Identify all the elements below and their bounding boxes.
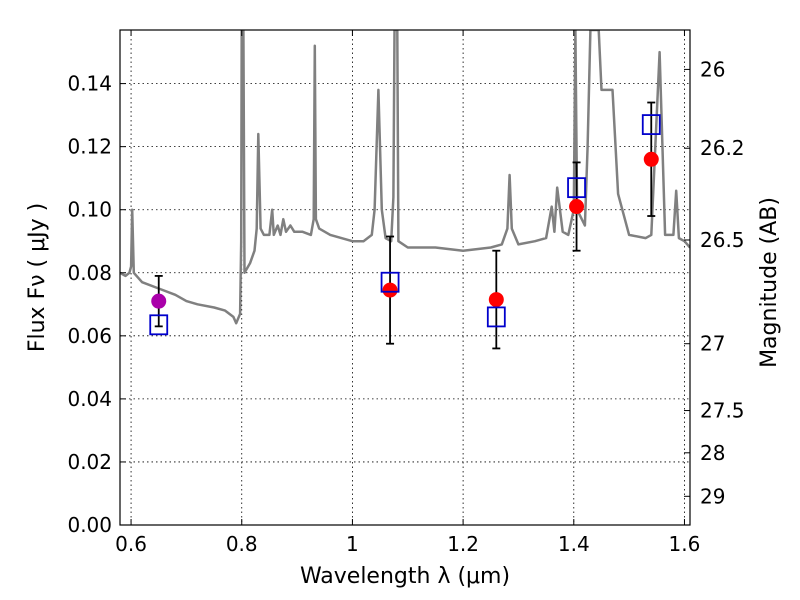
- plot-frame: [119, 29, 691, 526]
- y-tick-label: 0.10: [67, 198, 112, 222]
- spectrum-line: [120, 30, 690, 325]
- x-tick-label: 0.6: [115, 532, 147, 556]
- y-tick-label: 0.02: [67, 450, 112, 474]
- y-tick-label: 0.08: [67, 261, 112, 285]
- mag-tick-label: 26.5: [700, 228, 745, 252]
- data-point-circle: [569, 199, 585, 215]
- data-point-square: [149, 314, 169, 336]
- data-point-square: [380, 271, 400, 293]
- axis-ticks: 0.6 0.8 1 1.2 1.4 1.6 0.00 0.02 0.04 0.06 0.08 0.10…: [67, 30, 745, 556]
- y-tick-label: 0.06: [67, 324, 112, 348]
- y-tick-label: 0.00: [67, 513, 112, 537]
- model-spectrum: [120, 30, 690, 325]
- data-point-square: [567, 177, 586, 199]
- mag-tick-label: 29: [700, 484, 725, 508]
- y-tick-label: 0.04: [67, 387, 112, 411]
- x-tick-label: 1.6: [669, 532, 701, 556]
- y-axis-right-label: Magnitude (AB): [757, 197, 782, 368]
- y-tick-label: 0.12: [67, 135, 112, 159]
- data-point-circle: [643, 151, 659, 167]
- y-axis-label: Flux Fν ( μJy ): [25, 203, 50, 352]
- x-tick-label: 0.8: [226, 532, 258, 556]
- mag-tick-label: 27.5: [700, 399, 745, 423]
- x-tick-label: 1.4: [558, 532, 590, 556]
- data-point-square: [486, 306, 506, 328]
- x-axis-label: Wavelength λ (μm): [300, 564, 510, 589]
- grid: [120, 30, 690, 526]
- data-markers: [149, 114, 661, 336]
- y-tick-label: 0.14: [67, 72, 112, 96]
- mag-tick-label: 26: [700, 57, 725, 81]
- x-tick-label: 1.2: [447, 532, 479, 556]
- x-tick-label: 1: [346, 532, 359, 556]
- data-point-circle: [151, 293, 167, 309]
- mag-tick-label: 27: [700, 332, 725, 356]
- data-point-square: [641, 114, 661, 135]
- mag-tick-label: 26.2: [700, 136, 745, 160]
- error-bars: [154, 101, 656, 350]
- data-point-circle: [488, 292, 504, 308]
- mag-tick-label: 28: [700, 441, 725, 465]
- data-point-circle: [382, 282, 398, 298]
